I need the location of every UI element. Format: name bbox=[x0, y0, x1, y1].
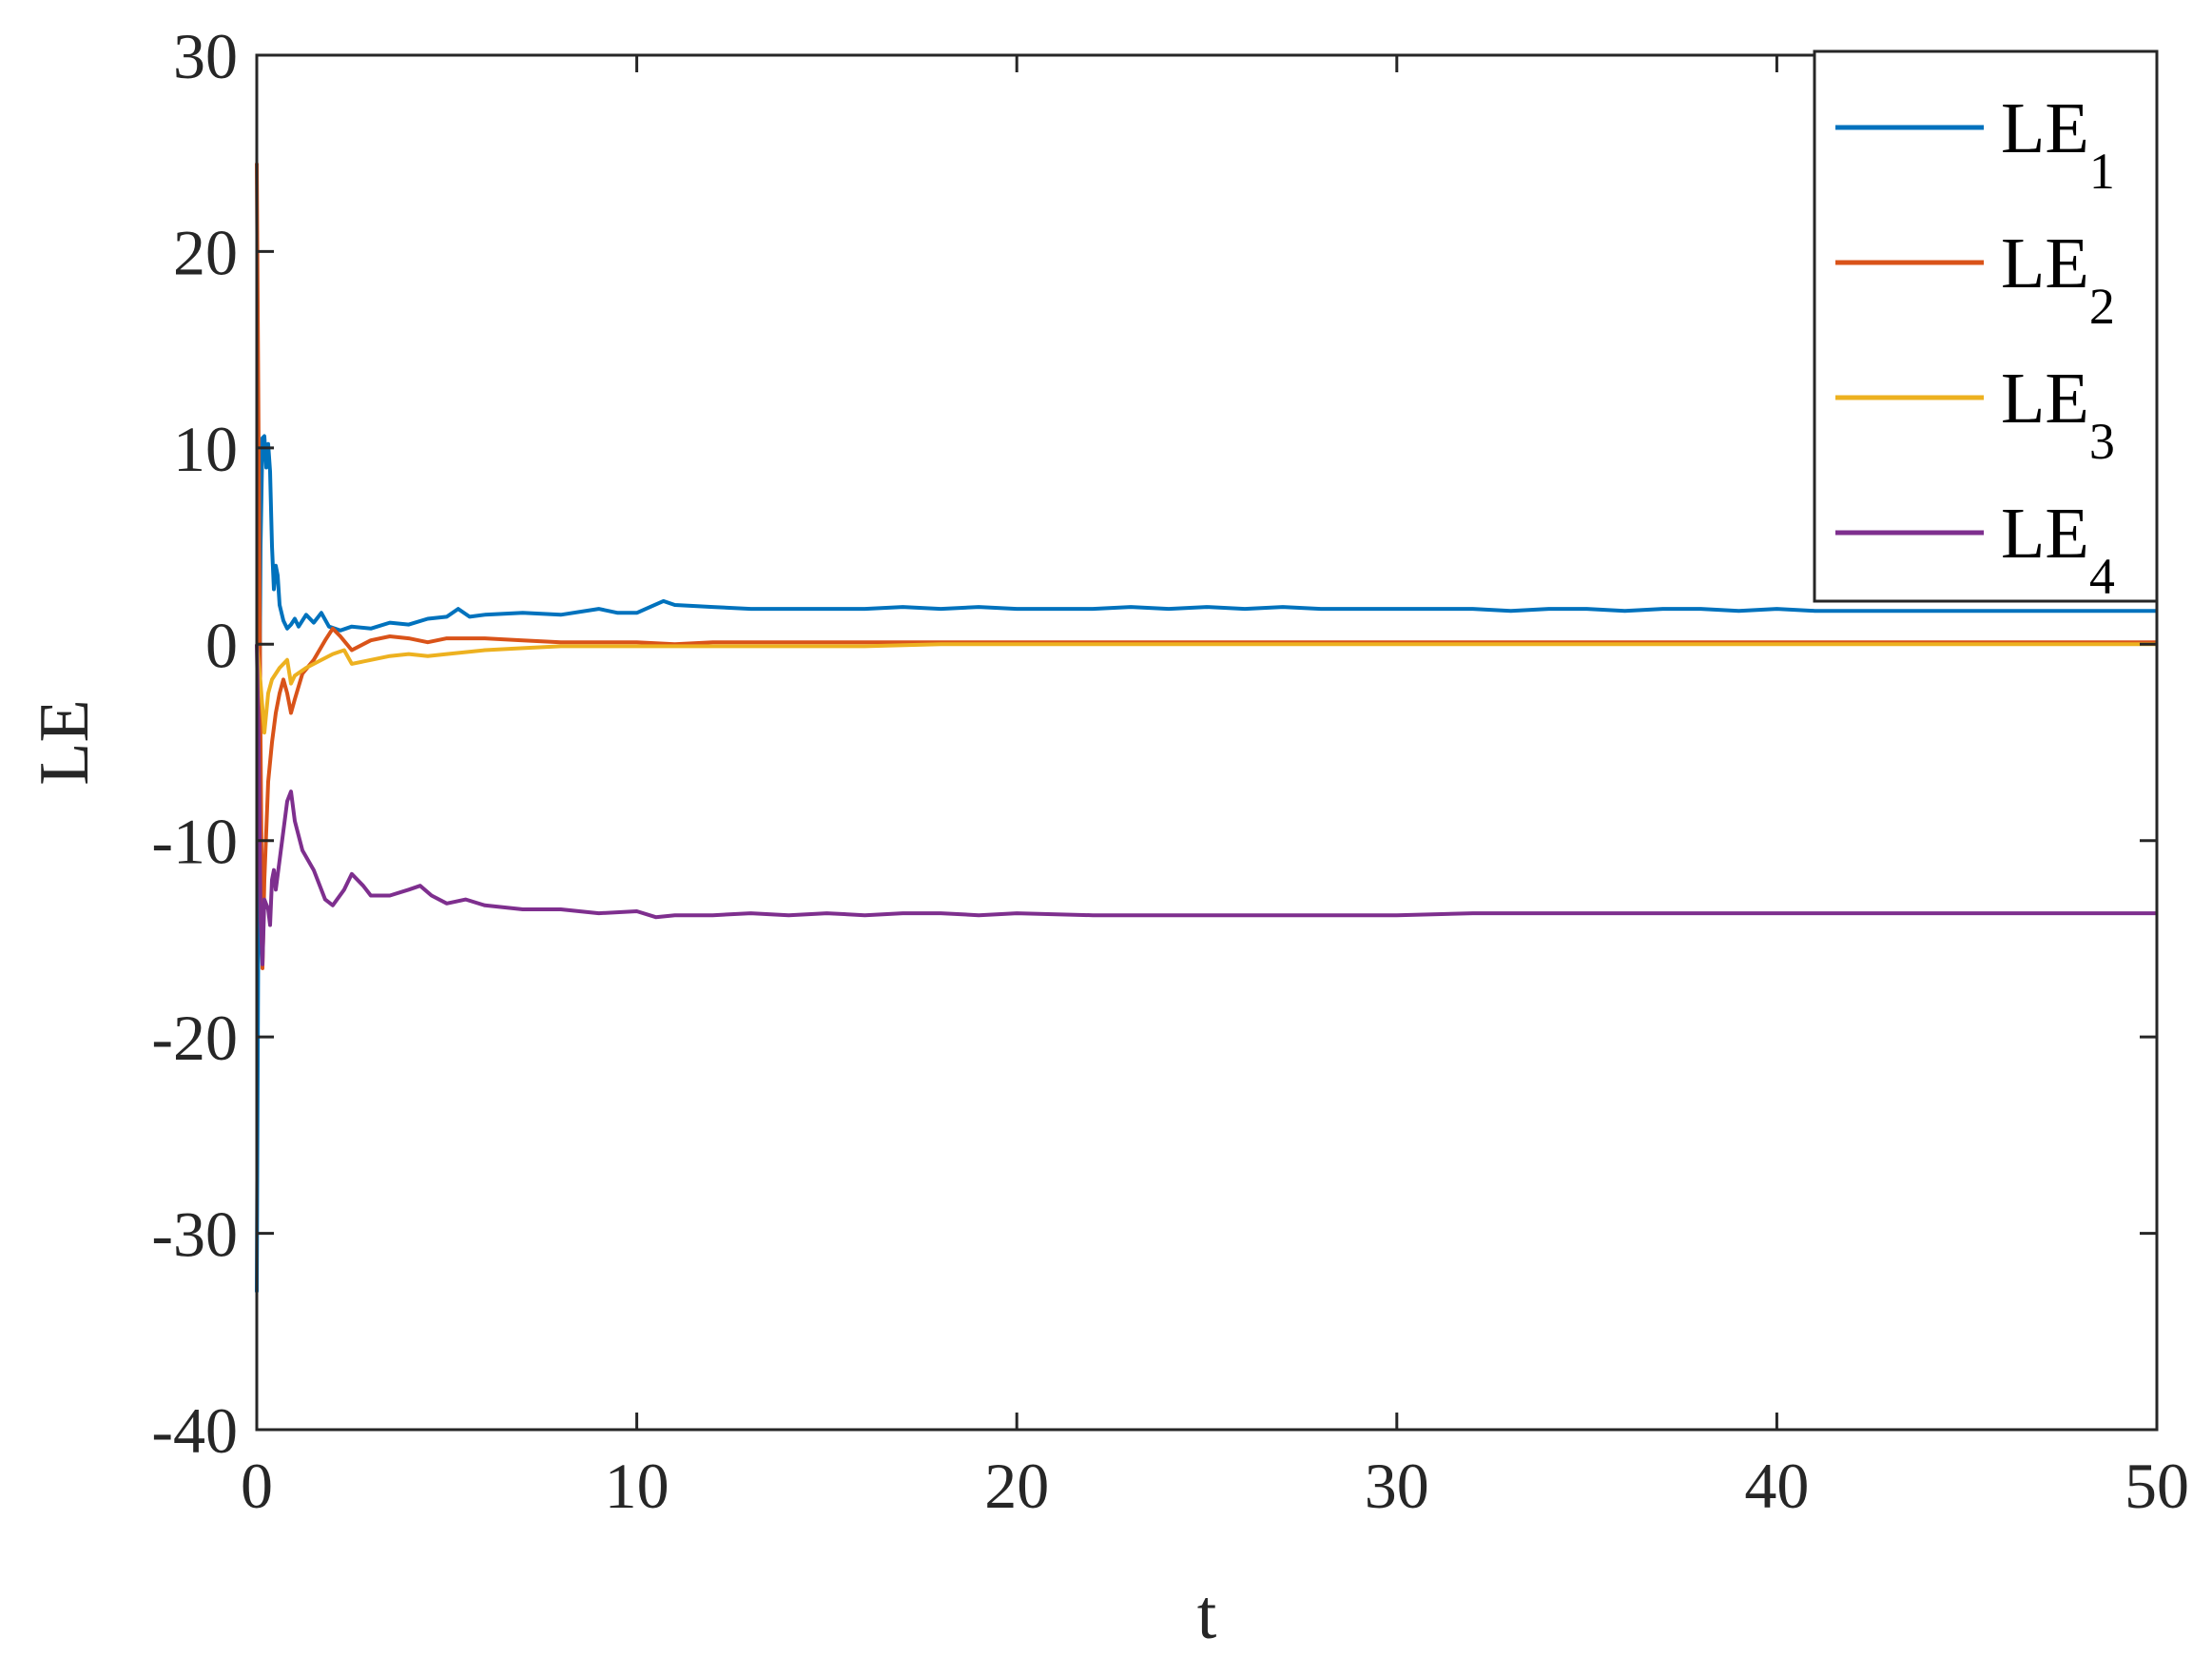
y-tick-label: -30 bbox=[151, 1199, 238, 1271]
series-line-le2 bbox=[255, 163, 2157, 970]
legend-label-subscript: 1 bbox=[2089, 143, 2115, 200]
legend-label-le2: LE2 bbox=[2001, 224, 2115, 335]
x-tick-label: 50 bbox=[2125, 1450, 2189, 1522]
y-tick-label: -10 bbox=[151, 806, 238, 878]
series-line-le4 bbox=[255, 644, 2157, 966]
legend-label-subscript: 2 bbox=[2089, 278, 2115, 335]
x-tick-label: 30 bbox=[1365, 1450, 1429, 1522]
x-tick-label: 20 bbox=[984, 1450, 1049, 1522]
series-layer bbox=[255, 163, 2157, 1293]
y-tick-label: 30 bbox=[173, 20, 238, 92]
y-axis-title: LE bbox=[26, 699, 104, 785]
axes-layer bbox=[255, 53, 2159, 1432]
x-axis-title: t bbox=[1197, 1576, 1217, 1654]
legend-label-main: LE bbox=[2001, 224, 2089, 303]
y-tick-label: 10 bbox=[173, 413, 238, 485]
legend-box bbox=[1813, 49, 2159, 603]
y-tick-label: 0 bbox=[205, 609, 238, 681]
legend-label-main: LE bbox=[2001, 88, 2089, 168]
x-tick-label: 0 bbox=[241, 1450, 273, 1522]
series-line-le1 bbox=[255, 434, 2157, 1293]
legend-label-main: LE bbox=[2001, 359, 2089, 439]
x-tick-label: 40 bbox=[1744, 1450, 1809, 1522]
legend-label-subscript: 3 bbox=[2089, 413, 2115, 470]
legend-label-le4: LE4 bbox=[2001, 494, 2115, 605]
plot-area-box bbox=[255, 53, 2159, 1432]
series-line-le3 bbox=[255, 642, 2157, 735]
y-tick-label: 20 bbox=[173, 216, 238, 288]
legend-label-le1: LE1 bbox=[2001, 88, 2115, 200]
legend-label-le3: LE3 bbox=[2001, 359, 2115, 470]
x-tick-label: 10 bbox=[605, 1450, 669, 1522]
ticks-layer: 0 10 20 30 40 50 30 20 10 0 -10 -20 -30 -40 bbox=[151, 20, 2189, 1522]
y-tick-label: -20 bbox=[151, 1002, 238, 1074]
y-tick-label: -40 bbox=[151, 1394, 238, 1467]
legend-label-subscript: 4 bbox=[2089, 548, 2115, 605]
legend-label-main: LE bbox=[2001, 494, 2089, 574]
